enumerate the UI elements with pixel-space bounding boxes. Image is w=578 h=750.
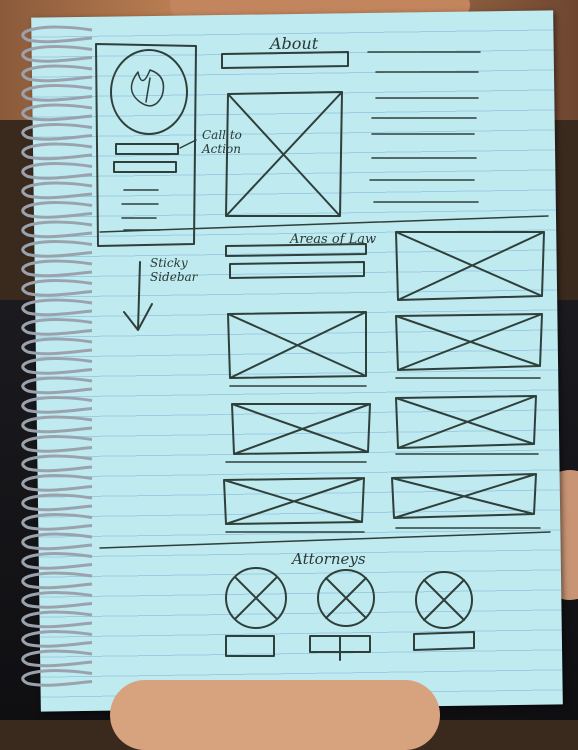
logo-circle — [110, 49, 188, 135]
spiral-ring — [21, 396, 93, 414]
spiral-ring — [21, 84, 93, 102]
spiral-ring — [21, 259, 93, 278]
spiral-ring — [21, 279, 93, 297]
spiral-ring — [21, 123, 93, 141]
area-card-4 — [231, 403, 371, 455]
spiral-ring — [21, 142, 93, 161]
attorney-name-1 — [225, 635, 275, 657]
spiral-ring — [21, 103, 93, 122]
spiral-ring — [21, 435, 93, 453]
attorneys-section — [225, 567, 475, 661]
sticky-sidebar-label: Sticky Sidebar — [150, 256, 198, 284]
about-section — [221, 51, 481, 217]
areas-section — [223, 231, 545, 533]
attorney-photo-1 — [225, 567, 287, 629]
attorney-photo-2 — [317, 569, 375, 627]
spiral-ring — [21, 45, 93, 63]
spiral-ring — [21, 376, 93, 395]
about-image-placeholder — [225, 91, 343, 217]
area-card-3 — [395, 313, 543, 371]
areas-of-law-heading: Areas of Law — [290, 232, 377, 247]
attorney-name-3 — [413, 631, 475, 651]
about-heading: About — [270, 34, 319, 53]
about-bar — [221, 51, 349, 69]
spiral-ring — [21, 25, 93, 44]
spiral-ring — [21, 571, 93, 590]
spiral-ring — [21, 240, 93, 258]
spiral-ring — [21, 591, 93, 609]
spiral-ring — [21, 181, 93, 200]
area-card-5 — [395, 395, 537, 449]
attorney-photo-3 — [415, 571, 473, 629]
spiral-ring — [21, 474, 93, 492]
spiral-ring — [21, 552, 93, 570]
section-divider-2 — [99, 531, 551, 549]
spiral-ring — [21, 669, 93, 687]
call-to-action-label: Call to Action — [202, 128, 242, 156]
section-divider-1 — [99, 215, 549, 233]
sidebar-button-1 — [115, 143, 179, 155]
spiral-ring — [21, 298, 93, 317]
down-arrow-icon — [123, 261, 153, 331]
spiral-ring — [21, 513, 93, 531]
sidebar-box — [95, 43, 197, 247]
spiral-ring — [21, 493, 93, 512]
spiral-ring — [21, 64, 93, 83]
spiral-ring — [21, 201, 93, 219]
spiral-ring — [21, 162, 93, 180]
area-card-2 — [227, 311, 367, 379]
spiral-ring — [21, 610, 93, 629]
attorneys-heading: Attorneys — [292, 550, 366, 568]
spiral-ring — [21, 415, 93, 434]
spiral-ring — [21, 649, 93, 668]
spiral-binding — [21, 25, 93, 687]
area-card-1 — [395, 231, 545, 301]
area-card-7 — [391, 473, 537, 519]
attorney-name-2 — [309, 635, 371, 661]
spiral-ring — [21, 357, 93, 375]
spiral-ring — [21, 454, 93, 473]
spiral-ring — [21, 337, 93, 356]
spiral-ring — [21, 630, 93, 648]
spiral-ring — [21, 532, 93, 551]
left-hand — [110, 680, 440, 750]
area-card-6 — [223, 477, 365, 525]
wireframe-sketch — [95, 43, 551, 661]
spiral-ring — [21, 220, 93, 239]
sidebar-button-2 — [113, 161, 177, 173]
spiral-ring — [21, 318, 93, 336]
